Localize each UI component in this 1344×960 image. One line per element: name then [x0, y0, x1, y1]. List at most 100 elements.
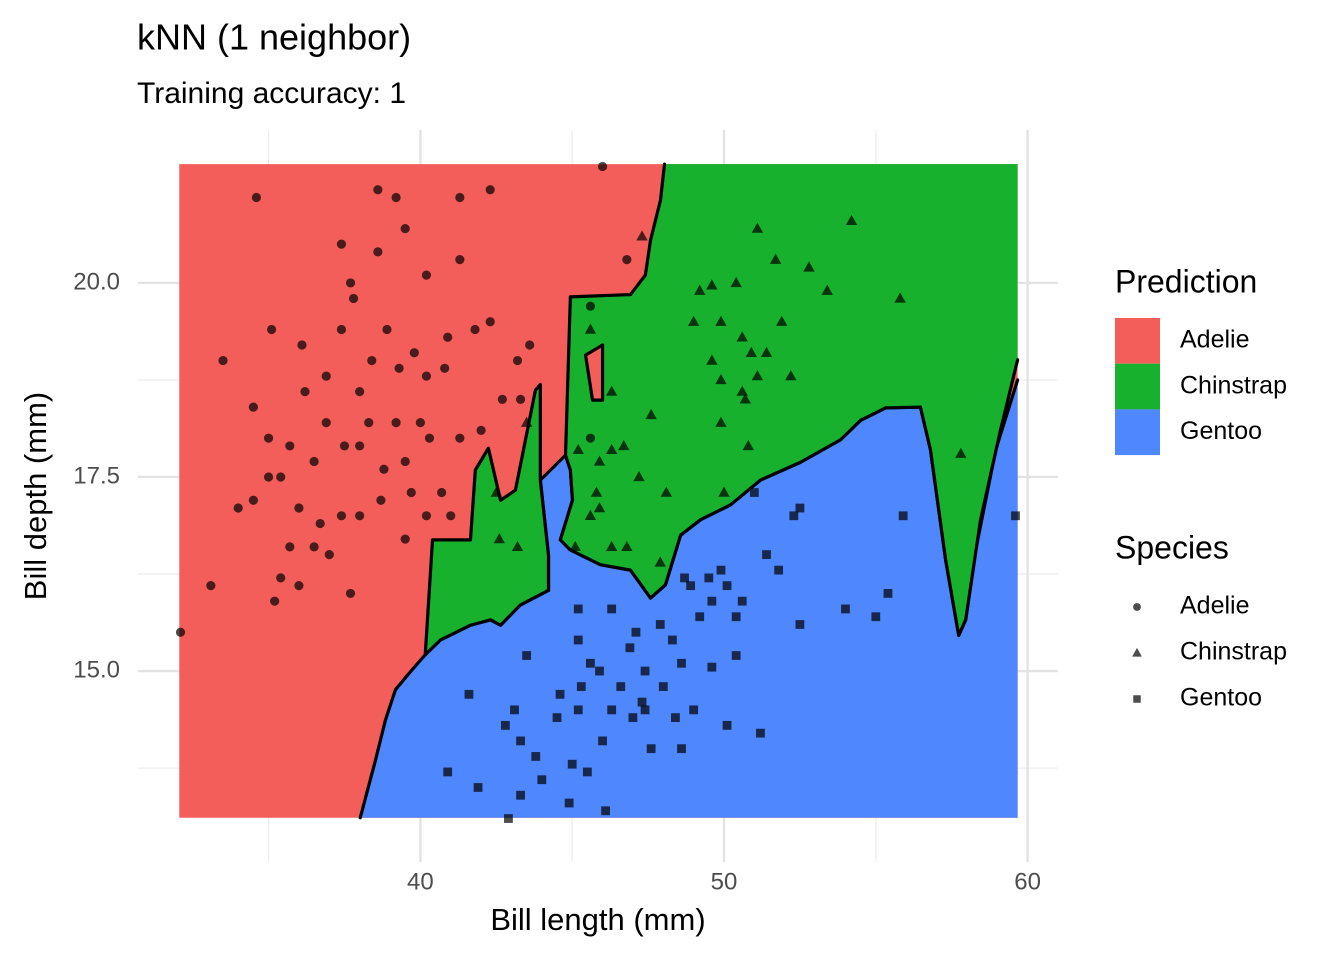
point — [455, 433, 465, 443]
decision-boundary — [558, 162, 1020, 637]
point — [446, 511, 456, 521]
point — [739, 393, 751, 404]
points — [175, 161, 1020, 823]
point — [443, 767, 453, 777]
point — [586, 658, 595, 668]
legend: Prediction Adelie Chinstrap Gentoo Species Ad… — [1115, 263, 1287, 712]
point — [336, 239, 347, 249]
point — [355, 511, 365, 521]
legend-symbol — [1132, 647, 1142, 657]
point — [248, 402, 258, 412]
point — [590, 486, 603, 497]
point — [382, 324, 392, 335]
point — [276, 573, 286, 583]
point — [898, 511, 908, 521]
point — [324, 550, 334, 560]
point — [400, 223, 410, 234]
chart-title: kNN (1 neighbor) — [137, 17, 411, 58]
point — [646, 744, 656, 754]
point — [731, 612, 741, 622]
point — [722, 581, 732, 591]
point — [572, 443, 584, 455]
point — [625, 643, 635, 653]
point — [564, 798, 574, 808]
point — [716, 565, 726, 575]
point — [248, 495, 258, 505]
point — [667, 635, 677, 645]
legend-symbol — [1133, 603, 1141, 611]
point — [730, 276, 742, 288]
point — [315, 518, 325, 529]
point — [552, 713, 562, 723]
decision-region — [560, 164, 1018, 636]
point — [464, 689, 474, 699]
point — [695, 612, 705, 622]
point — [569, 540, 581, 552]
point — [605, 443, 618, 455]
point — [511, 540, 524, 552]
point — [795, 503, 805, 513]
point — [680, 573, 689, 583]
point — [841, 604, 850, 614]
legend-title: Species — [1115, 529, 1229, 565]
point — [300, 386, 310, 397]
point — [409, 348, 419, 358]
x-tick-label: 50 — [711, 868, 738, 895]
point — [707, 596, 717, 606]
point — [637, 697, 647, 707]
point — [769, 253, 782, 264]
point — [233, 503, 243, 513]
point — [522, 651, 532, 660]
point — [500, 720, 510, 730]
point — [276, 472, 286, 482]
point — [376, 495, 386, 505]
point — [745, 346, 758, 357]
point — [285, 441, 295, 451]
point — [348, 293, 359, 304]
point — [660, 486, 673, 497]
point — [336, 511, 347, 521]
point — [504, 814, 513, 823]
point — [400, 534, 410, 544]
point — [789, 511, 799, 521]
point — [576, 682, 586, 691]
point — [206, 581, 216, 591]
point — [718, 486, 730, 497]
legend-swatch — [1115, 363, 1160, 410]
decision-region — [360, 379, 1018, 818]
point — [628, 713, 638, 723]
point — [251, 192, 262, 203]
point — [321, 371, 331, 381]
point — [762, 550, 771, 560]
point — [263, 433, 274, 443]
point — [490, 486, 502, 497]
point — [636, 230, 648, 241]
point — [339, 441, 350, 451]
y-tick-label: 17.5 — [73, 462, 120, 489]
point — [406, 487, 416, 498]
point — [485, 185, 495, 195]
point — [742, 439, 754, 451]
point — [391, 418, 401, 428]
point — [621, 540, 633, 552]
point — [367, 355, 377, 366]
point — [706, 279, 718, 290]
point — [704, 573, 714, 583]
point — [737, 596, 747, 606]
legend-title: Prediction — [1115, 263, 1257, 299]
point — [677, 658, 686, 668]
point — [845, 214, 858, 226]
point — [516, 790, 525, 800]
point — [585, 433, 596, 443]
point — [694, 284, 706, 295]
point — [640, 666, 650, 676]
decision-boundary — [423, 383, 551, 657]
legend-label: Adelie — [1180, 592, 1250, 620]
point — [510, 705, 519, 715]
point — [443, 332, 453, 342]
point — [573, 604, 583, 614]
point — [373, 247, 383, 257]
point — [297, 340, 307, 350]
point — [476, 425, 486, 436]
